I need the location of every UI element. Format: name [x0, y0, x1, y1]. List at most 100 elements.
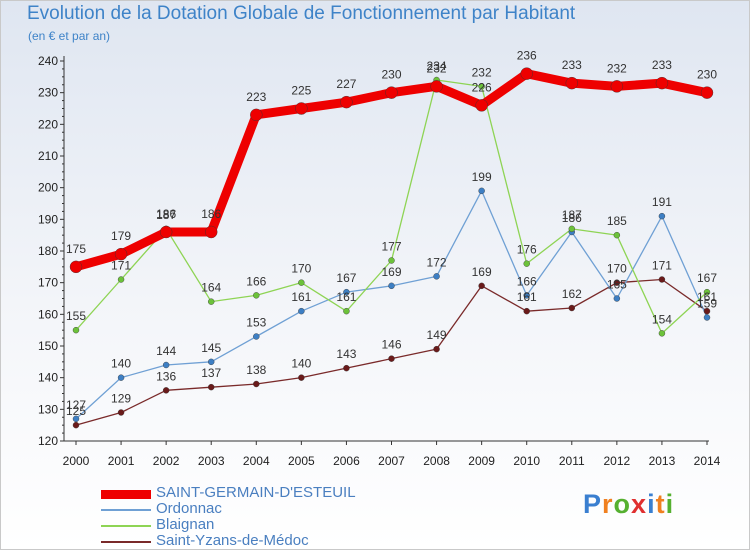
- data-point: [655, 76, 669, 90]
- x-tick-label: 2004: [243, 454, 270, 468]
- y-tick-label: 120: [38, 434, 58, 448]
- x-tick-label: 2002: [153, 454, 180, 468]
- data-label: 136: [156, 369, 176, 383]
- data-point: [520, 67, 533, 80]
- data-point: [430, 80, 443, 93]
- data-label: 155: [66, 309, 86, 323]
- data-point: [388, 282, 395, 290]
- data-label: 170: [291, 262, 311, 276]
- legend-item: Saint-Yzans-de-Médoc: [101, 532, 501, 550]
- legend-label: SAINT-GERMAIN-D'ESTEUIL: [156, 484, 356, 501]
- data-label: 236: [517, 49, 537, 63]
- data-label: 175: [66, 242, 86, 256]
- y-tick-label: 210: [38, 149, 58, 163]
- data-label: 187: [156, 208, 176, 222]
- y-tick-label: 240: [38, 54, 58, 68]
- legend-item: Blaignan: [101, 516, 501, 534]
- logo-letter: i: [665, 489, 675, 519]
- data-point: [613, 231, 621, 239]
- legend-item: Ordonnac: [101, 500, 501, 518]
- data-label: 171: [652, 259, 672, 273]
- data-label: 199: [472, 170, 492, 184]
- data-label: 179: [111, 229, 131, 243]
- y-tick-label: 230: [38, 86, 58, 100]
- y-tick-label: 200: [38, 181, 58, 195]
- data-label: 161: [697, 290, 717, 304]
- data-point: [343, 364, 350, 372]
- x-tick-label: 2012: [604, 454, 631, 468]
- data-label: 154: [652, 312, 672, 326]
- x-tick-label: 2000: [63, 454, 90, 468]
- data-label: 145: [201, 341, 221, 355]
- data-label: 161: [517, 290, 537, 304]
- legend-item: SAINT-GERMAIN-D'ESTEUIL: [101, 484, 501, 502]
- logo-letter: o: [613, 489, 632, 519]
- data-label: 137: [201, 366, 221, 380]
- data-label: 167: [697, 271, 717, 285]
- legend-label: Blaignan: [156, 516, 215, 533]
- data-point: [295, 102, 308, 115]
- data-point: [565, 76, 578, 90]
- data-label: 186: [156, 207, 176, 221]
- data-label: 176: [517, 243, 537, 257]
- data-label: 187: [562, 208, 582, 222]
- data-point: [117, 374, 125, 381]
- x-tick-label: 2008: [423, 454, 450, 468]
- legend-label: Ordonnac: [156, 500, 222, 517]
- data-point: [298, 374, 305, 381]
- x-tick-label: 2009: [468, 454, 495, 468]
- data-point: [253, 333, 260, 340]
- data-label: 164: [201, 281, 221, 295]
- data-label: 226: [472, 80, 492, 94]
- data-label: 167: [336, 271, 356, 285]
- data-point: [703, 314, 711, 321]
- axes: 120 130 140 150 160 170 180 190 200 210 220 230 240 2…: [38, 54, 721, 468]
- data-label: 170: [607, 262, 627, 276]
- data-label: 191: [652, 195, 672, 209]
- data-label: 223: [246, 90, 266, 104]
- data-point: [208, 383, 215, 391]
- y-tick-label: 160: [38, 307, 58, 321]
- data-point: [568, 304, 575, 312]
- data-label: 233: [652, 58, 672, 72]
- data-point: [388, 257, 395, 264]
- data-point: [523, 292, 530, 299]
- x-tick-label: 2011: [559, 454, 585, 468]
- legend-swatch: [101, 509, 151, 511]
- data-point: [159, 225, 173, 239]
- data-point: [114, 247, 128, 261]
- data-point: [250, 108, 263, 122]
- data-point: [343, 307, 350, 315]
- data-point: [162, 361, 170, 369]
- series-points: [69, 67, 714, 429]
- data-label: 140: [291, 357, 311, 371]
- y-tick-label: 150: [38, 339, 58, 353]
- data-point: [208, 358, 215, 366]
- data-label: 232: [472, 65, 492, 79]
- logo-letter: x: [631, 489, 648, 519]
- data-label: 166: [517, 274, 537, 288]
- y-tick-label: 220: [38, 117, 58, 131]
- data-point: [523, 260, 530, 267]
- data-label: 165: [607, 278, 627, 292]
- data-point: [433, 345, 440, 353]
- data-point: [253, 292, 260, 299]
- data-label: 225: [291, 84, 311, 98]
- proxiti-logo: Proxiti: [583, 489, 674, 520]
- y-tick-label: 190: [38, 212, 58, 226]
- x-tick-label: 2003: [198, 454, 225, 468]
- data-label: 127: [66, 398, 86, 412]
- data-point: [117, 409, 125, 416]
- y-tick-label: 170: [38, 276, 58, 290]
- data-point: [475, 99, 488, 112]
- data-label: 153: [246, 316, 266, 330]
- data-point: [658, 276, 666, 283]
- legend: SAINT-GERMAIN-D'ESTEUIL Ordonnac Blaignan S…: [101, 484, 501, 550]
- data-label: 138: [246, 363, 266, 377]
- x-tick-label: 2007: [378, 454, 405, 468]
- data-point: [478, 187, 485, 195]
- y-tick-label: 180: [38, 244, 58, 258]
